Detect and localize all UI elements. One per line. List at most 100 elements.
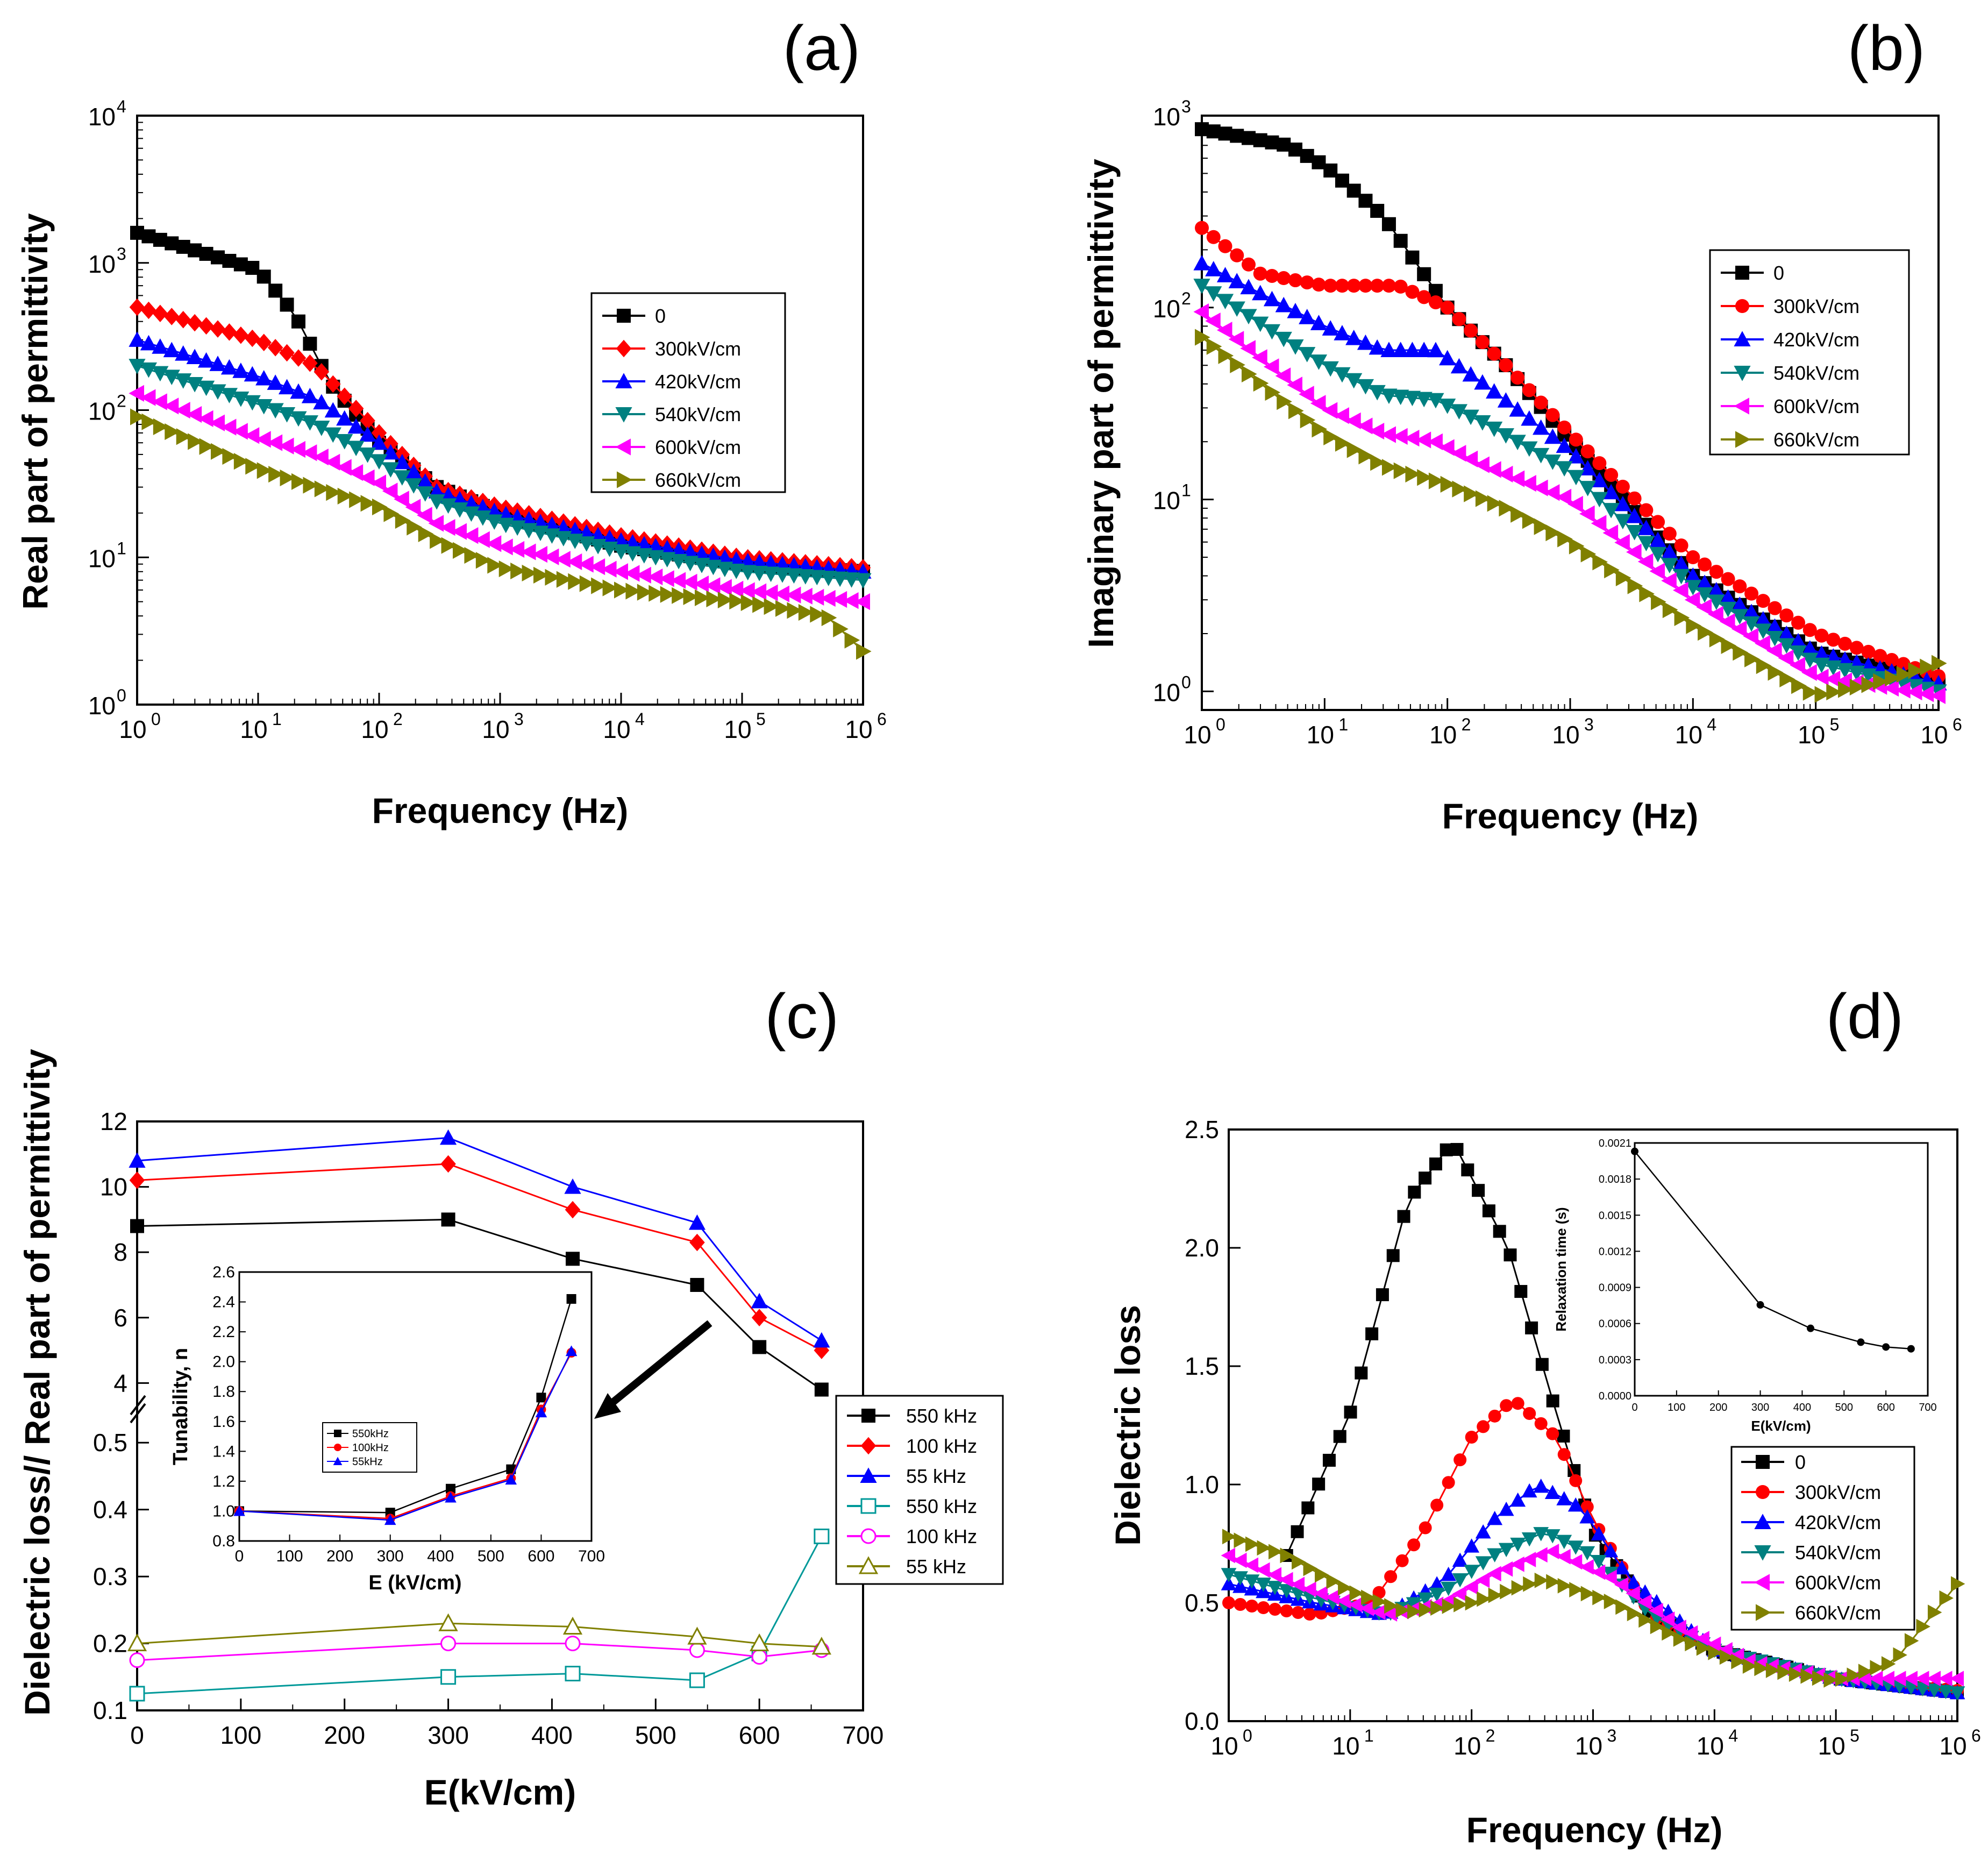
x-tick-label: 700 bbox=[1919, 1402, 1936, 1413]
legend-label: 550 kHz bbox=[906, 1495, 977, 1517]
data-point bbox=[441, 1212, 455, 1227]
panel-a-xlabel: Frequency (Hz) bbox=[372, 791, 629, 830]
y-tick-label: 10 bbox=[1153, 295, 1180, 323]
data-point bbox=[152, 338, 169, 354]
data-point bbox=[1660, 1611, 1675, 1627]
data-point bbox=[1731, 596, 1748, 612]
y-tick-label: 0.5 bbox=[1185, 1589, 1219, 1617]
y-tick-label: 10 bbox=[88, 544, 116, 572]
data-point bbox=[1709, 565, 1723, 579]
data-point bbox=[589, 558, 605, 576]
data-point bbox=[1778, 649, 1794, 666]
data-point bbox=[1403, 390, 1421, 407]
data-point bbox=[1883, 679, 1899, 697]
data-point bbox=[1452, 1552, 1468, 1567]
data-point bbox=[739, 565, 757, 581]
data-point bbox=[1510, 371, 1525, 385]
data-point bbox=[313, 363, 330, 381]
data-point bbox=[1419, 1602, 1434, 1618]
data-point bbox=[1534, 1572, 1549, 1588]
data-point bbox=[1275, 367, 1291, 385]
data-point bbox=[129, 1171, 145, 1189]
data-point bbox=[1392, 428, 1408, 445]
data-point bbox=[820, 571, 837, 586]
data-point bbox=[1743, 628, 1759, 645]
data-point bbox=[1779, 670, 1795, 687]
data-point bbox=[245, 458, 261, 475]
data-point bbox=[625, 583, 642, 600]
x-tick-label: 10 bbox=[482, 715, 509, 743]
legend-label: 540kV/cm bbox=[1795, 1542, 1881, 1564]
x-tick-label: 300 bbox=[377, 1547, 404, 1565]
data-point bbox=[1791, 615, 1806, 630]
data-point bbox=[1253, 266, 1267, 281]
x-tick-label: 200 bbox=[324, 1721, 365, 1749]
panel-d-ylabel: Dielectric loss bbox=[1108, 1305, 1148, 1546]
data-point bbox=[1756, 1301, 1764, 1309]
data-point bbox=[1916, 1618, 1930, 1635]
data-point bbox=[301, 388, 319, 403]
data-point bbox=[1302, 1581, 1316, 1597]
data-point bbox=[1429, 1576, 1445, 1590]
data-point bbox=[614, 581, 630, 599]
data-point bbox=[1672, 1620, 1686, 1636]
data-point bbox=[1193, 303, 1209, 321]
data-point bbox=[1592, 456, 1607, 471]
data-point bbox=[1615, 1599, 1630, 1615]
data-point bbox=[1849, 641, 1864, 655]
data-point bbox=[301, 444, 317, 461]
data-point bbox=[198, 317, 214, 335]
data-point bbox=[1534, 395, 1548, 410]
data-point bbox=[1464, 485, 1479, 502]
data-point bbox=[382, 462, 400, 478]
data-point bbox=[1303, 1560, 1317, 1576]
data-point bbox=[1195, 329, 1210, 346]
data-point bbox=[1766, 630, 1784, 647]
y-tick-label: 10 bbox=[1153, 103, 1180, 131]
data-point bbox=[1240, 279, 1257, 295]
data-point bbox=[1257, 1540, 1271, 1556]
data-point bbox=[1580, 444, 1595, 459]
data-point bbox=[1672, 555, 1690, 571]
data-point bbox=[394, 453, 411, 470]
data-point bbox=[647, 568, 663, 586]
data-point bbox=[439, 498, 457, 514]
data-point bbox=[439, 519, 455, 536]
data-point bbox=[1464, 1579, 1478, 1595]
data-point bbox=[565, 1666, 581, 1682]
panel-c-axis-break bbox=[130, 1395, 146, 1416]
data-point bbox=[1486, 421, 1503, 437]
inset-series-55kHz bbox=[233, 1345, 578, 1525]
data-point bbox=[1417, 267, 1431, 281]
data-point bbox=[1334, 367, 1351, 383]
data-point bbox=[1464, 323, 1478, 338]
x-tick-label: 10 bbox=[1798, 721, 1825, 749]
data-point bbox=[1465, 1595, 1480, 1611]
data-point bbox=[1230, 129, 1244, 143]
data-point bbox=[1280, 1547, 1294, 1564]
panel-c-inset-data bbox=[233, 1294, 578, 1525]
panel-c-data bbox=[127, 1129, 831, 1702]
data-point bbox=[199, 438, 215, 455]
data-point bbox=[1310, 315, 1328, 330]
y-tick-exponent: 1 bbox=[1181, 481, 1191, 500]
x-tick-label: 10 bbox=[1210, 1732, 1238, 1760]
legend-marker bbox=[1754, 1514, 1771, 1529]
y-tick-exponent: 3 bbox=[1181, 97, 1191, 116]
data-point bbox=[1779, 608, 1794, 623]
data-point bbox=[1417, 469, 1433, 486]
data-point bbox=[1949, 1671, 1964, 1687]
data-point bbox=[1232, 1552, 1247, 1568]
legend-label: 540kV/cm bbox=[1773, 362, 1859, 384]
y-tick-label: 1.6 bbox=[212, 1413, 235, 1431]
data-point bbox=[384, 1514, 396, 1525]
y-tick-label: 4 bbox=[113, 1369, 127, 1397]
x-tick-label: 100 bbox=[220, 1721, 261, 1749]
x-tick-label: 0 bbox=[1631, 1402, 1637, 1413]
data-point bbox=[451, 523, 467, 540]
data-point bbox=[1638, 1612, 1653, 1628]
data-point bbox=[1766, 618, 1784, 634]
data-point bbox=[1346, 441, 1363, 458]
data-point bbox=[1627, 491, 1642, 506]
data-point bbox=[1521, 1483, 1537, 1498]
